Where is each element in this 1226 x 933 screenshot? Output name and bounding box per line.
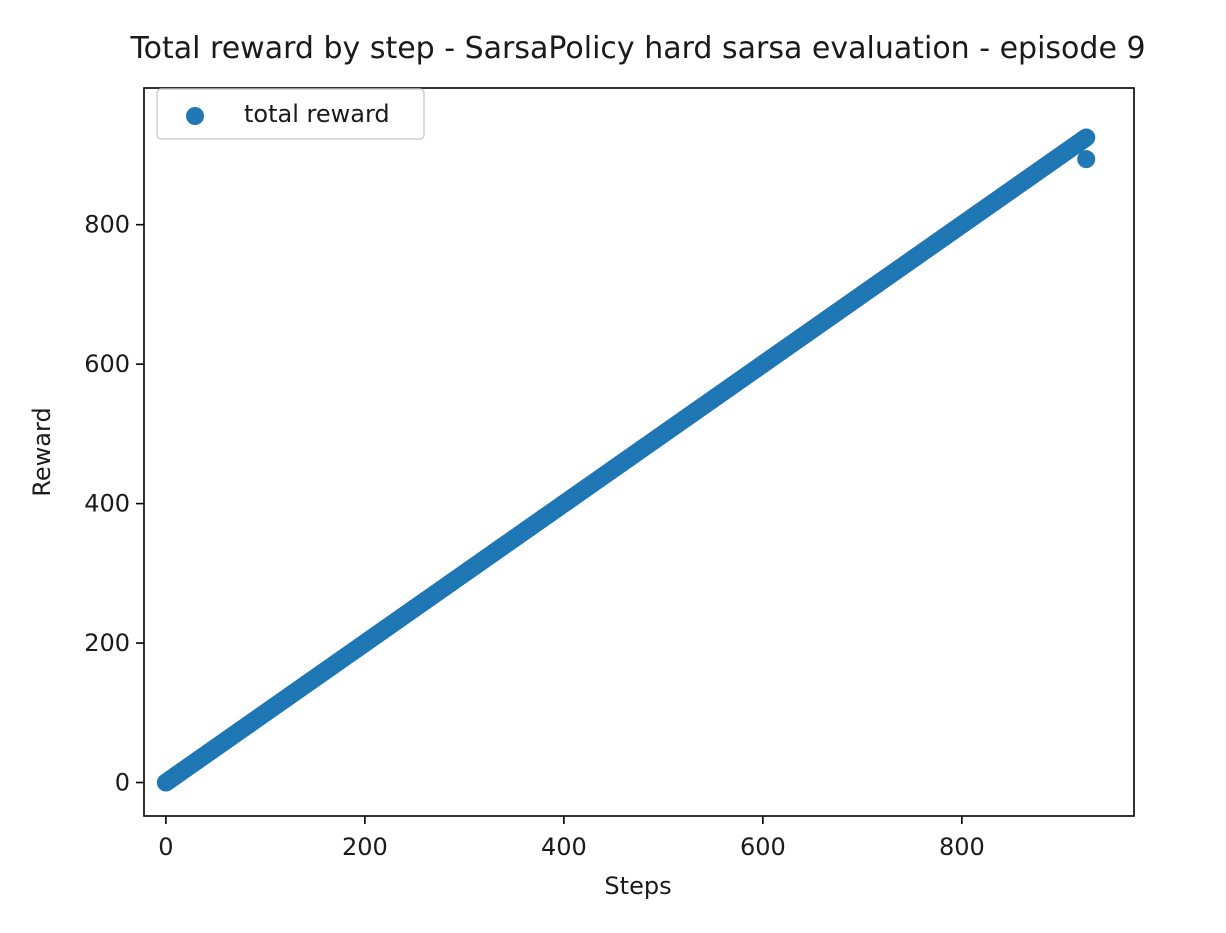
x-tick-label: 600 (740, 833, 786, 861)
data-points (156, 128, 1096, 792)
x-tick-label: 800 (939, 833, 985, 861)
legend: total reward (156, 88, 425, 140)
x-tick-label: 0 (158, 833, 173, 861)
y-axis-label: Reward (28, 407, 56, 496)
x-axis-ticks: 0 200 400 600 800 (158, 816, 985, 861)
data-point (1077, 150, 1096, 169)
legend-label: total reward (244, 100, 390, 128)
x-tick-label: 200 (342, 833, 388, 861)
y-tick-label: 0 (115, 769, 130, 797)
legend-marker (186, 107, 204, 125)
legend-frame (156, 88, 425, 140)
plot-frame (143, 87, 1135, 817)
y-tick-label: 200 (84, 629, 130, 657)
y-axis-ticks: 0 200 400 600 800 (84, 211, 144, 797)
y-tick-label: 600 (84, 350, 130, 378)
x-axis-label: Steps (604, 872, 671, 900)
x-tick-label: 400 (541, 833, 587, 861)
chart-title: Total reward by step - SarsaPolicy hard … (129, 31, 1145, 66)
y-tick-label: 800 (84, 211, 130, 239)
data-point (1077, 128, 1096, 147)
y-tick-label: 400 (84, 490, 130, 518)
